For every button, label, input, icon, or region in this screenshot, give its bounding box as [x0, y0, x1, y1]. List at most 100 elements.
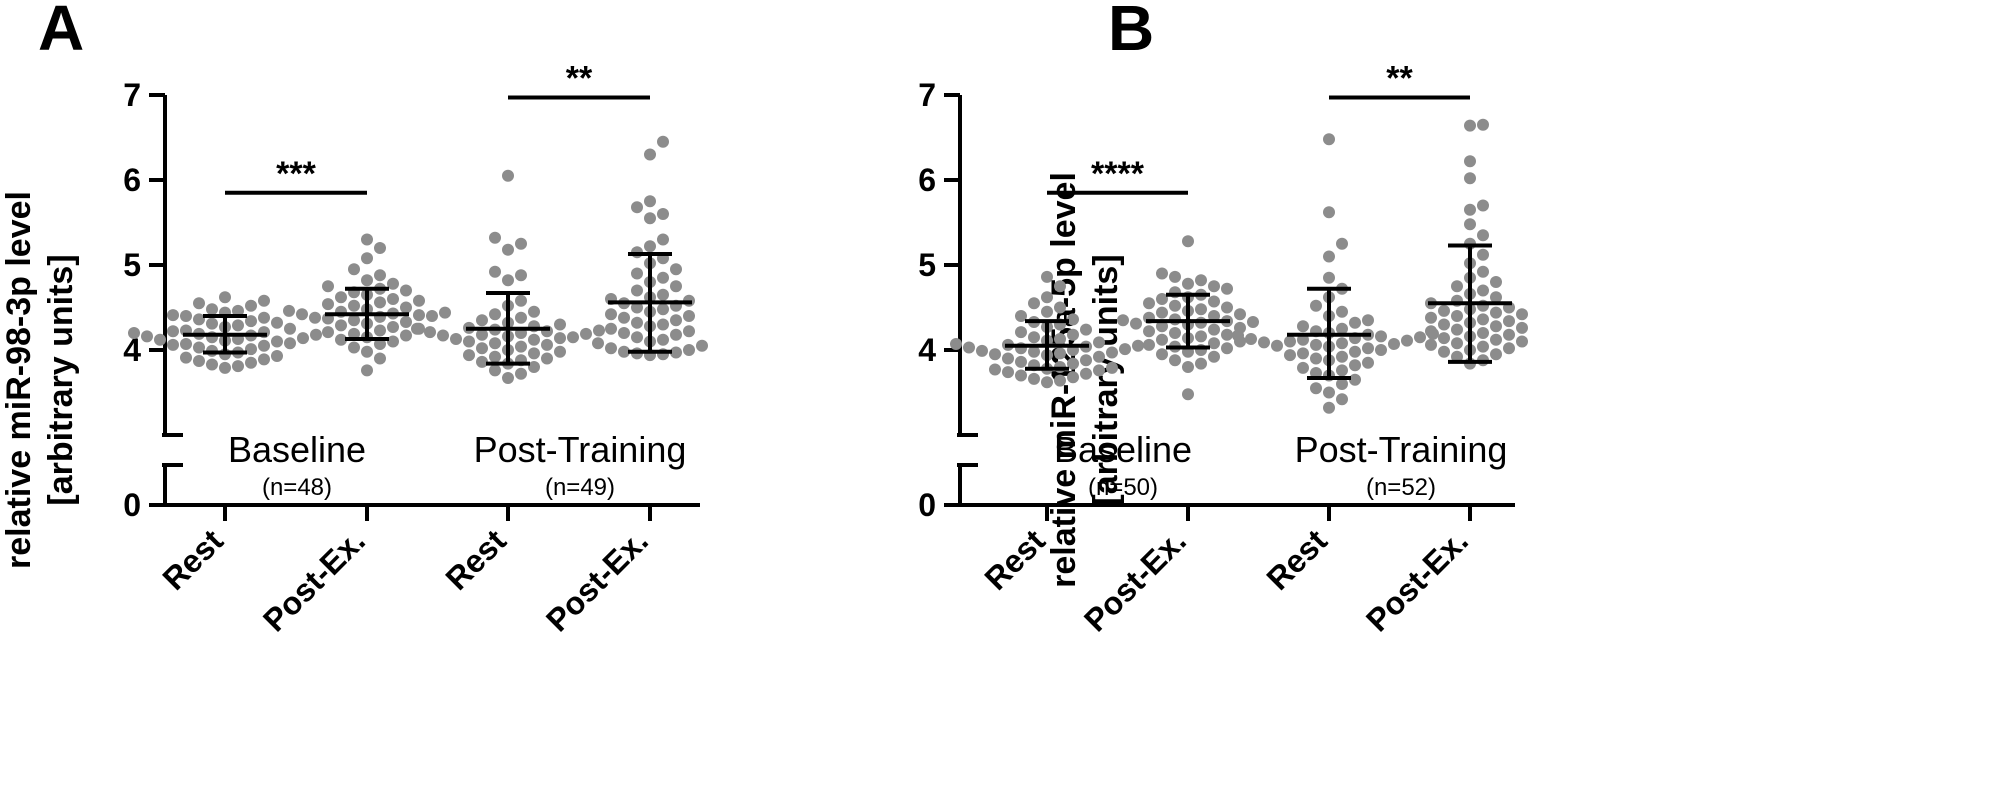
data-point: [1451, 337, 1463, 350]
data-point: [696, 339, 708, 352]
data-point: [1349, 316, 1361, 329]
data-point: [1195, 274, 1207, 287]
x-tick-label: Post-Ex.: [256, 522, 372, 638]
data-point: [1054, 347, 1066, 360]
data-point: [1323, 206, 1335, 219]
data-point: [541, 338, 553, 351]
data-point: [141, 330, 153, 343]
data-point: [1041, 376, 1053, 389]
data-point: [1477, 340, 1489, 353]
data-point: [1067, 313, 1079, 326]
significance-label: **: [1386, 60, 1413, 98]
data-point: [1002, 352, 1014, 365]
data-point: [387, 277, 399, 290]
data-point: [387, 293, 399, 305]
data-point: [1310, 366, 1322, 379]
data-point: [245, 315, 257, 328]
data-point: [1015, 355, 1027, 368]
x-tick-label: Rest: [977, 522, 1052, 597]
data-point: [1156, 267, 1168, 280]
data-point: [1477, 265, 1489, 278]
data-point: [1388, 338, 1400, 351]
y-axis-label-b-line2: [arbitrary units]: [1087, 254, 1125, 505]
significance-label: ***: [276, 155, 316, 193]
data-point: [271, 335, 283, 348]
data-point: [1362, 356, 1374, 369]
data-point: [1143, 297, 1155, 310]
data-point: [1336, 322, 1348, 335]
data-point: [489, 308, 501, 321]
data-point: [1477, 313, 1489, 326]
data-point: [348, 314, 360, 327]
data-point: [618, 327, 630, 339]
data-point: [1349, 359, 1361, 372]
data-point: [245, 343, 257, 356]
data-point: [180, 351, 192, 364]
data-point: [232, 360, 244, 373]
data-point: [1028, 297, 1040, 310]
data-point: [1143, 325, 1155, 338]
data-point: [1297, 320, 1309, 333]
data-point: [989, 348, 1001, 361]
data-point: [1323, 271, 1335, 284]
data-point: [271, 349, 283, 362]
data-point: [554, 345, 566, 358]
data-point: [1106, 361, 1118, 374]
data-point: [502, 243, 514, 256]
data-point: [322, 326, 334, 339]
group-label: Post-Training: [474, 429, 687, 470]
data-point: [476, 355, 488, 368]
data-point: [193, 313, 205, 326]
data-point: [1054, 280, 1066, 293]
x-tick-label: Post-Ex.: [1077, 522, 1193, 638]
data-point: [1041, 270, 1053, 283]
data-point: [657, 271, 669, 284]
data-point: [1208, 295, 1220, 308]
data-point: [400, 284, 412, 297]
x-tick-label: Post-Ex.: [539, 522, 655, 638]
data-point: [670, 314, 682, 327]
data-point: [1015, 326, 1027, 339]
data-point: [593, 324, 605, 337]
data-point: [670, 280, 682, 293]
data-point: [515, 311, 527, 324]
data-point: [1323, 386, 1335, 399]
data-point: [1362, 314, 1374, 327]
data-point: [411, 322, 423, 335]
data-point: [283, 304, 295, 317]
y-tick-label: 7: [918, 77, 936, 113]
x-tick-label: Rest: [1259, 522, 1334, 597]
data-point: [1221, 342, 1233, 355]
data-point: [1208, 323, 1220, 336]
y-tick-label: 0: [918, 487, 936, 523]
data-point: [657, 288, 669, 301]
data-point: [1490, 348, 1502, 361]
data-point: [1503, 315, 1515, 328]
data-point: [1067, 357, 1079, 370]
group-n-label: (n=48): [262, 474, 332, 501]
data-point: [644, 195, 656, 208]
data-point: [1490, 333, 1502, 346]
data-point: [631, 331, 643, 344]
data-point: [950, 338, 962, 351]
data-point: [1477, 229, 1489, 242]
data-point: [193, 297, 205, 310]
data-point: [657, 135, 669, 148]
data-point: [1195, 303, 1207, 316]
y-tick-label: 5: [123, 247, 141, 283]
data-point: [1028, 345, 1040, 358]
panel-a: A relative miR-98-3p level [arbitrary un…: [0, 0, 708, 638]
data-point: [424, 326, 436, 339]
data-point: [528, 305, 540, 318]
data-point: [963, 341, 975, 354]
data-point: [322, 280, 334, 293]
data-point: [348, 263, 360, 276]
data-point: [232, 319, 244, 332]
data-point: [1310, 382, 1322, 395]
data-point: [400, 329, 412, 342]
data-point: [1156, 293, 1168, 305]
data-point: [1336, 305, 1348, 318]
data-point: [683, 310, 695, 322]
y-tick-label: 6: [123, 162, 141, 198]
data-point: [310, 328, 322, 341]
